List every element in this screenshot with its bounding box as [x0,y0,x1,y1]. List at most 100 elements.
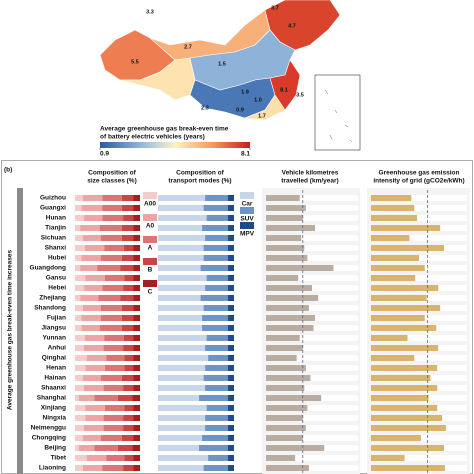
bar-segment [205,195,228,201]
bar-segment [203,205,228,211]
bar-segment [205,235,228,241]
bar [266,245,305,251]
bar-segment [102,205,122,211]
bar-segment [158,285,206,291]
bar-segment [133,455,140,461]
bar-segment [227,205,234,211]
bar [266,285,312,291]
bar-segment [133,465,140,471]
bar [371,235,410,241]
bar-segment [158,445,200,451]
bar-segment [158,365,206,371]
row-track [266,245,358,251]
bar [266,195,300,201]
bar-segment [103,425,124,431]
bar-segment [227,375,234,381]
bar-segment [202,315,228,321]
bar-segment [101,375,122,381]
bar-segment [158,315,203,321]
row-label: Shaanxi [41,385,66,392]
row-track [371,205,467,211]
legend-swatch [143,258,157,265]
bar-segment [158,345,206,351]
bar-segment [158,205,204,211]
bar-segment [227,415,234,421]
bar-segment [133,225,140,231]
bar-segment [81,255,101,261]
bar-segment [103,345,124,351]
bar-segment [82,305,101,311]
bar [266,255,308,261]
bar-segment [75,215,85,221]
bar-segment [80,295,99,301]
bar-segment [75,385,85,391]
row-label: Qinghai [42,355,66,362]
row-label: Shanghai [37,395,66,402]
bar-segment [80,265,98,271]
bar-segment [227,245,234,251]
row-label: Hainan [44,375,66,382]
legend-label: SUV [240,216,254,223]
bar-segment [227,455,234,461]
bar-segment [227,445,234,451]
bar-segment [133,355,140,361]
region-label: 2.3 [201,105,209,111]
bar-segment [227,315,234,321]
bar-segment [133,235,140,241]
row-track [371,455,467,461]
bar-segment [203,305,228,311]
bar-segment [227,355,234,361]
bar-segment [123,425,134,431]
row-label: Shandong [34,305,66,312]
bar [371,335,408,341]
bar [371,395,429,401]
bar-segment [104,245,124,251]
bar-segment [101,315,122,321]
bar-segment [133,385,140,391]
bar [371,325,437,331]
legend-swatch [143,214,157,221]
bar-segment [205,385,228,391]
bar [371,375,431,381]
bar-segment [158,375,204,381]
row-label: Fujian [47,315,66,322]
column-title: Vehicle kilometres [282,170,339,177]
bar [371,205,415,211]
bar-segment [121,375,134,381]
bar-segment [103,385,124,391]
bar-segment [227,405,234,411]
bar-segment [133,425,140,431]
bar [371,405,438,411]
bar-segment [133,325,140,331]
bar-segment [158,385,206,391]
bar-segment [99,225,122,231]
row-track [266,255,358,261]
row-track [266,345,358,351]
bar-segment [133,335,140,341]
bar [266,435,303,441]
bar-segment [123,285,134,291]
row-label: Beijing [44,445,66,452]
bar [371,465,445,471]
colorbar-title: of battery electric vehicles (years) [100,134,205,141]
bar-segment [117,445,133,451]
bar-segment [227,225,234,231]
row-label: Guangxi [40,205,66,212]
bar-segment [78,395,95,401]
bar [371,425,446,431]
bar-segment [102,215,124,221]
bar-segment [84,285,103,291]
bar-segment [102,465,124,471]
region-label: 2.7 [184,44,192,50]
bar-segment [75,265,81,271]
bar-segment [158,405,207,411]
bar [371,255,419,261]
bar-segment [75,395,79,401]
region-label: 1.5 [218,61,226,67]
bar-segment [82,195,103,201]
bar-segment [82,435,101,441]
bar-segment [227,365,234,371]
legend-label: MPV [240,231,255,238]
bar-segment [84,245,105,251]
bar-segment [205,285,228,291]
